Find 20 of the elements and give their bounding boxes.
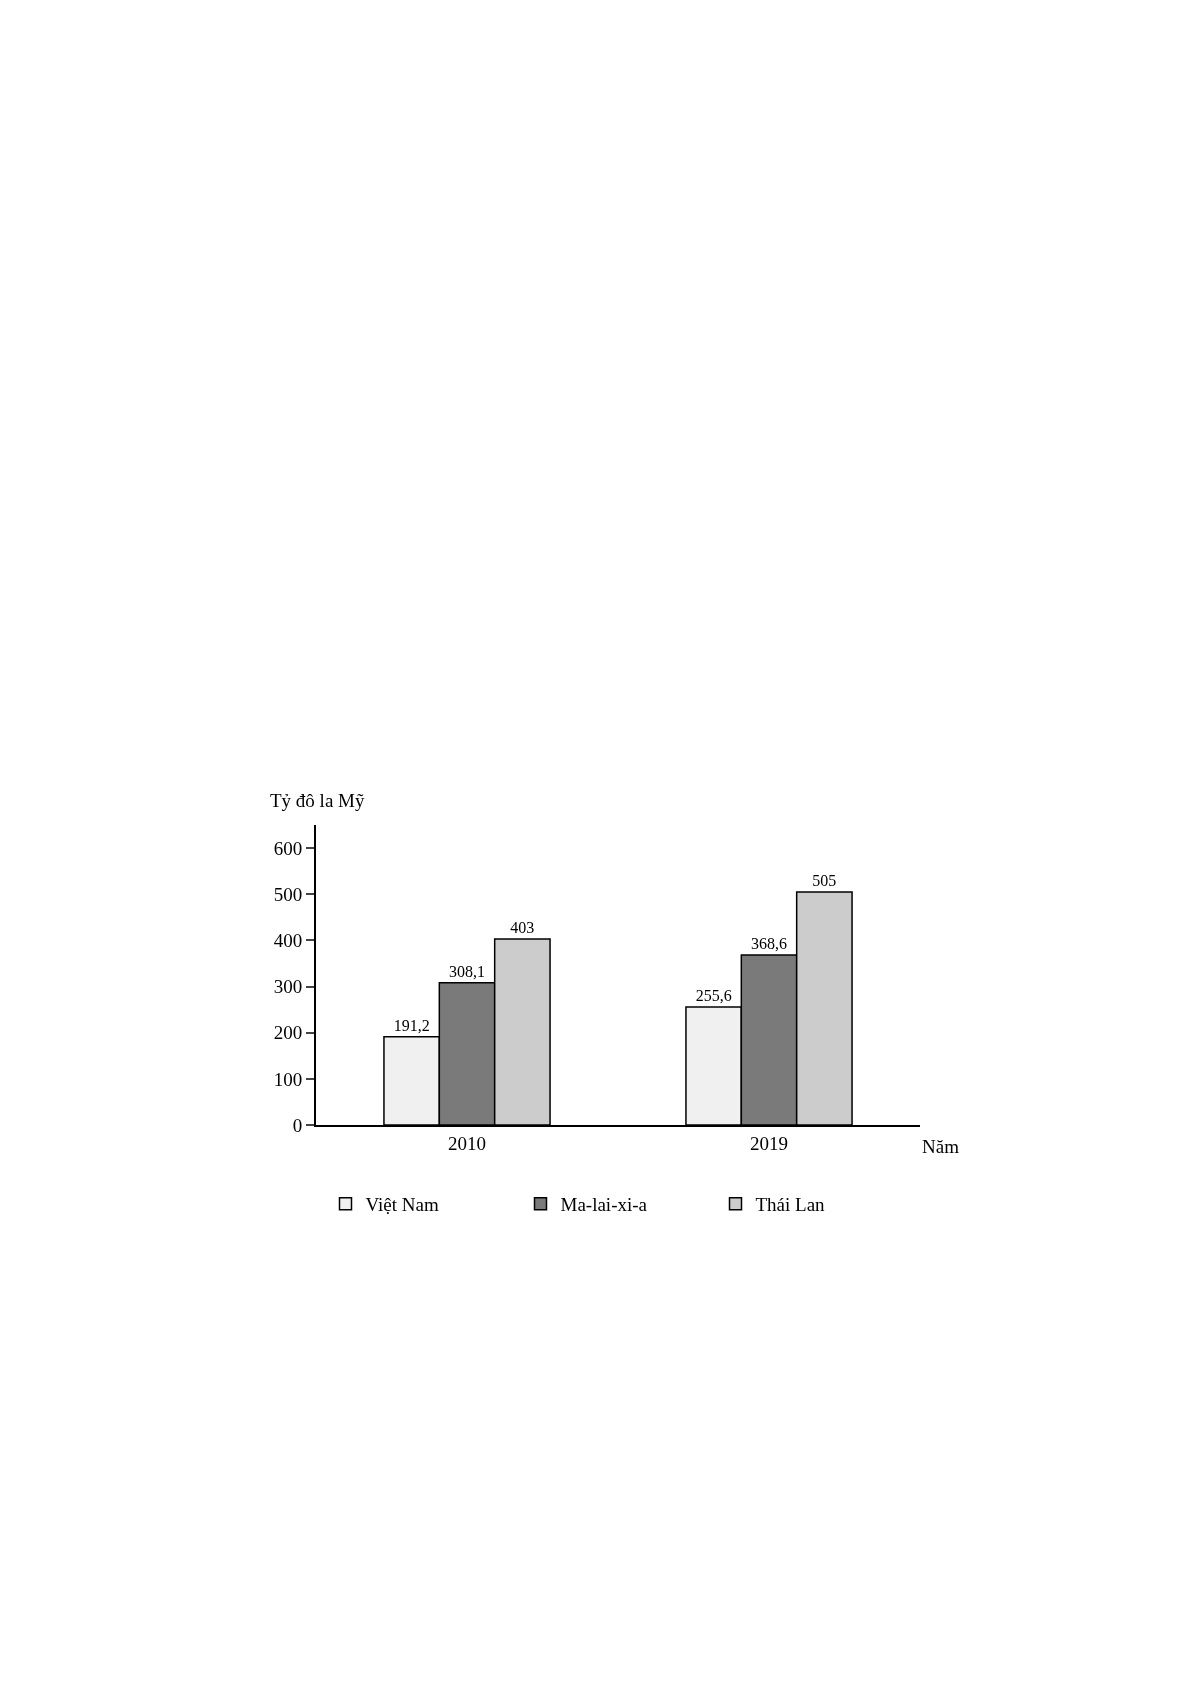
legend-label: Thái Lan xyxy=(755,1194,826,1216)
y-tick-label: 600 xyxy=(273,837,303,859)
y-tick-label: 500 xyxy=(273,883,303,905)
legend-label: Ma-lai-xi-a xyxy=(560,1194,648,1216)
x-tick-label: 2010 xyxy=(448,1132,486,1154)
data-label: 308,1 xyxy=(449,962,485,980)
y-tick-label: 0 xyxy=(292,1114,303,1136)
data-label: 403 xyxy=(510,919,535,936)
data-label: 368,6 xyxy=(751,934,787,952)
x-tick-label: 2019 xyxy=(750,1132,788,1154)
data-label: 505 xyxy=(812,871,837,889)
legend-label: Việt Nam xyxy=(365,1194,439,1216)
y-tick-label: 400 xyxy=(273,930,303,952)
x-axis-title: Năm xyxy=(922,1136,960,1157)
y-tick-label: 100 xyxy=(273,1068,303,1090)
y-tick-label: 200 xyxy=(273,1022,303,1044)
y-axis-title: Tỷ đô la Mỹ xyxy=(270,790,365,811)
data-label: 255,6 xyxy=(695,987,732,1005)
y-tick-label: 300 xyxy=(273,976,303,998)
data-label: 191,2 xyxy=(393,1016,430,1034)
